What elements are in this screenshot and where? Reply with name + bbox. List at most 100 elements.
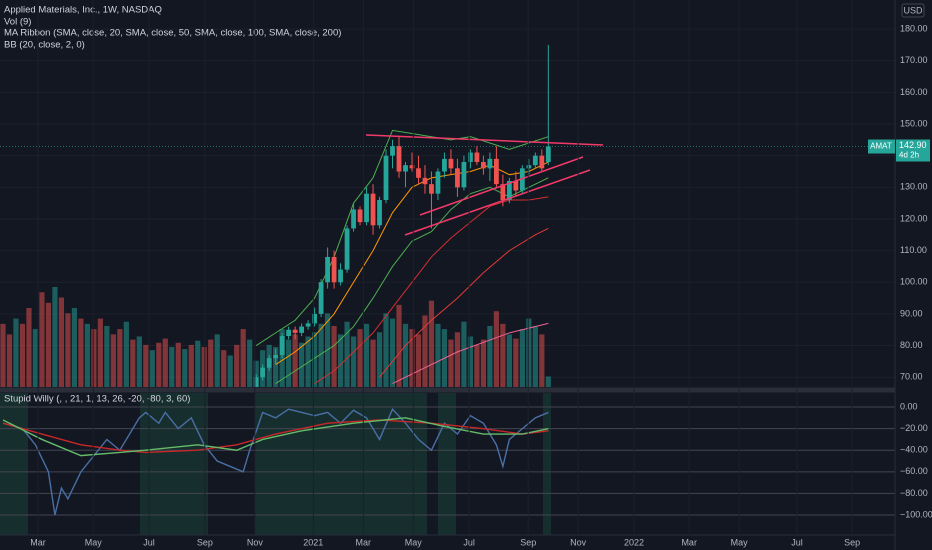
- candle-body: [292, 329, 298, 333]
- x-tick-label: 2022: [624, 537, 644, 547]
- currency-box: [901, 3, 925, 18]
- candle-body: [442, 158, 447, 172]
- candle-body: [481, 162, 486, 169]
- x-tick-label: Jul: [463, 537, 475, 547]
- volume-bar: [500, 323, 506, 387]
- volume-bar: [396, 304, 402, 387]
- volume-bar: [467, 336, 474, 387]
- candle-body: [416, 168, 421, 178]
- volume-bar: [513, 338, 519, 387]
- y-tick-label: 170.00: [900, 55, 928, 65]
- volume-bar: [363, 323, 370, 387]
- y-tick-label: 0.00: [900, 401, 918, 411]
- y-tick-label: −80.00: [900, 488, 928, 498]
- volume-bar: [162, 338, 168, 387]
- volume-bar: [149, 350, 155, 387]
- x-tick-label: Mar: [681, 537, 697, 547]
- x-tick-label: Jul: [143, 537, 155, 547]
- volume-bar: [234, 344, 240, 387]
- y-tick-label: 90.00: [900, 308, 923, 318]
- candle-body: [351, 209, 356, 229]
- volume-bar: [110, 334, 116, 387]
- indicator-line: [392, 322, 549, 384]
- volume-bar: [331, 325, 337, 387]
- volume-bar: [195, 340, 201, 387]
- volume-bar: [273, 347, 279, 387]
- volume-bar: [19, 323, 26, 387]
- x-tick-label: Mar: [356, 537, 372, 547]
- volume-bar: [357, 329, 363, 387]
- volume-bar: [370, 339, 376, 387]
- volume-bar: [175, 342, 181, 387]
- volume-bar: [143, 344, 149, 387]
- volume-bar: [0, 323, 6, 387]
- volume-bar: [487, 325, 493, 387]
- volume-bar: [409, 329, 415, 387]
- volume-bar: [188, 344, 194, 387]
- indicator-line: [2, 419, 549, 454]
- volume-bar: [247, 339, 253, 387]
- candle-body: [461, 162, 467, 188]
- volume-bar: [71, 308, 77, 387]
- volume-bar: [91, 329, 97, 387]
- candle-body: [331, 256, 337, 283]
- candle-body: [474, 152, 480, 163]
- volume-bar: [253, 360, 259, 387]
- indicator-label: MA Ribbon (SMA, close, 20, SMA, close, 5…: [4, 28, 341, 39]
- volume-bar: [383, 313, 389, 387]
- candle-body: [305, 323, 311, 327]
- indicator-line: [379, 228, 549, 378]
- volume-bar: [292, 334, 298, 387]
- y-tick-label: 180.00: [900, 23, 928, 33]
- volume-bar: [65, 313, 71, 387]
- volume-bar: [169, 347, 175, 387]
- volume-bar: [156, 342, 162, 387]
- y-tick-label: −20.00: [900, 423, 928, 433]
- candle-body: [279, 336, 285, 356]
- candle-body: [519, 168, 525, 191]
- y-tick-label: −100.00: [900, 509, 932, 519]
- candle-body: [429, 184, 434, 194]
- volume-bar: [526, 318, 532, 387]
- volume-bar: [318, 323, 324, 387]
- volume-bar: [545, 376, 551, 387]
- y-tick-label: 130.00: [900, 182, 928, 192]
- volume-bar: [52, 287, 58, 387]
- x-tick-label: Sep: [844, 537, 860, 547]
- volume-bar: [532, 325, 538, 387]
- volume-bar: [13, 318, 19, 387]
- volume-bar: [415, 334, 422, 387]
- volume-bar: [221, 350, 227, 387]
- candle-body: [493, 158, 499, 185]
- y-tick-label: 110.00: [900, 245, 927, 255]
- volume-bar: [84, 323, 90, 387]
- volume-bar: [422, 315, 428, 387]
- symbol-tag: AMAT: [870, 142, 892, 151]
- candle-body: [312, 313, 318, 324]
- candle-body: [344, 228, 350, 270]
- volume-bar: [130, 339, 136, 387]
- candle-body: [500, 184, 506, 200]
- y-tick-label: 160.00: [900, 87, 928, 97]
- volume-bar: [299, 342, 305, 387]
- volume-bar: [6, 334, 13, 387]
- volume-bar: [474, 344, 480, 387]
- volume-bar: [104, 325, 110, 387]
- candle-body: [286, 329, 292, 337]
- volume-bar: [448, 339, 454, 387]
- countdown: 4d 2h: [899, 151, 919, 160]
- candle-body: [435, 171, 441, 194]
- y-tick-label: −40.00: [900, 445, 928, 455]
- volume-bar: [539, 334, 545, 387]
- candle-body: [370, 193, 376, 226]
- volume-bar: [480, 339, 487, 387]
- candle-body: [318, 282, 324, 314]
- volume-bar: [58, 297, 65, 387]
- volume-bar: [214, 334, 220, 387]
- last-price: 142.90: [899, 140, 927, 150]
- candle-body: [396, 146, 402, 172]
- candle-body: [506, 181, 512, 200]
- indicator-label: Vol (9): [4, 17, 31, 28]
- price-tag: [868, 139, 895, 154]
- y-tick-label: 100.00: [900, 277, 928, 287]
